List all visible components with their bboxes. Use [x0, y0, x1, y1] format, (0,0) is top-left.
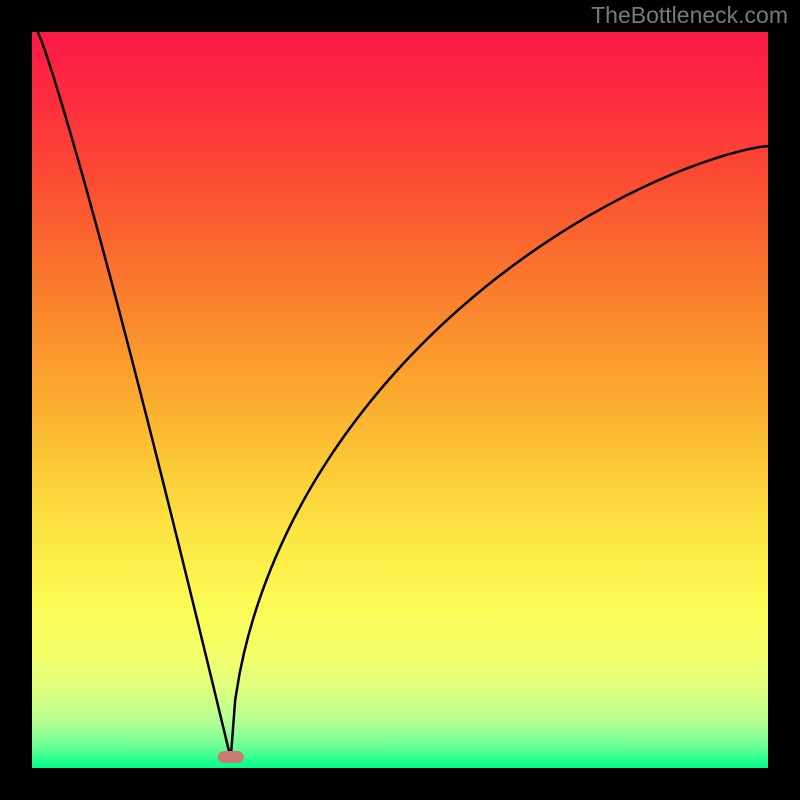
bottleneck-chart: [0, 0, 800, 800]
watermark-text: TheBottleneck.com: [591, 2, 788, 29]
optimal-marker: [218, 751, 244, 763]
chart-container: TheBottleneck.com: [0, 0, 800, 800]
